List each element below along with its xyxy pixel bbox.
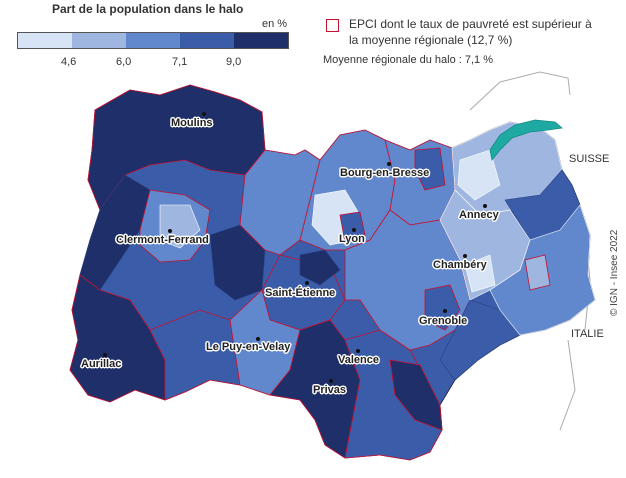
zone-bourg: [414, 147, 446, 191]
city-label-bourg: Bourg-en-Bresse: [340, 167, 430, 179]
zone-drome-provencale: [389, 359, 443, 431]
city-label-annecy: Annecy: [459, 209, 499, 221]
city-dot-bourg: [387, 162, 391, 166]
legend-class-4: [180, 33, 234, 48]
lake-geneva: [489, 119, 563, 161]
city-dot-le-puy: [256, 337, 260, 341]
city-dot-saint-etienne: [305, 281, 309, 285]
border-south: [559, 339, 576, 431]
epci-legend-label: EPCI dont le taux de pauvreté est supéri…: [349, 17, 592, 47]
zone-lyon-core: [339, 211, 366, 243]
zone-combrailles: [79, 174, 151, 291]
city-label-grenoble: Grenoble: [419, 315, 468, 327]
city-label-aurillac: Aurillac: [81, 358, 122, 370]
city-dot-annecy: [483, 204, 487, 208]
legend-title: Part de la population dans le halo: [52, 2, 244, 16]
zone-clermont-core: [159, 204, 201, 249]
city-dot-lyon: [352, 228, 356, 232]
zone-saint-etienne-core: [299, 249, 341, 286]
city-dot-valence: [356, 349, 360, 353]
legend-color-scale: [17, 32, 289, 49]
legend-threshold-2: 6,0: [116, 56, 132, 68]
legend-class-1: [18, 33, 72, 48]
city-dot-clermont: [168, 229, 172, 233]
swiss-border: [469, 71, 571, 111]
city-label-valence: Valence: [338, 354, 379, 366]
city-label-chambery: Chambéry: [433, 259, 487, 271]
city-label-clermont: Clermont-Ferrand: [116, 234, 209, 246]
epci-outline-swatch: [326, 19, 339, 32]
city-label-privas: Privas: [313, 384, 347, 396]
zone-grenoble: [424, 284, 461, 331]
city-dot-aurillac: [103, 353, 107, 357]
city-label-moulins: Moulins: [171, 117, 213, 129]
legend-threshold-4: 9,0: [226, 56, 242, 68]
legend-class-2: [72, 33, 126, 48]
city-dot-privas: [329, 379, 333, 383]
city-label-lyon: Lyon: [339, 233, 365, 245]
city-dot-moulins: [202, 112, 206, 116]
city-label-le-puy: Le Puy-en-Velay: [206, 341, 291, 353]
zone-maurienne-poor: [524, 254, 551, 291]
legend-unit: en %: [262, 18, 288, 30]
zone-oisans: [439, 299, 521, 381]
zone-haute-loire-west: [149, 309, 241, 401]
zone-chambery-core: [464, 254, 496, 293]
country-italy: ITALIE: [571, 328, 604, 340]
copyright: © IGN - Insee 2022: [609, 229, 620, 316]
legend-threshold-1: 4,6: [61, 56, 77, 68]
regional-average: Moyenne régionale du halo : 7,1 %: [323, 54, 494, 66]
country-switzerland: SUISSE: [569, 153, 610, 165]
city-dot-chambery: [463, 254, 467, 258]
legend-class-5: [234, 33, 288, 48]
zone-genevois: [457, 149, 501, 201]
city-dot-grenoble: [443, 309, 447, 313]
city-label-saint-etienne: Saint-Étienne: [265, 287, 336, 299]
legend-threshold-3: 7,1: [172, 56, 188, 68]
legend-class-3: [126, 33, 180, 48]
